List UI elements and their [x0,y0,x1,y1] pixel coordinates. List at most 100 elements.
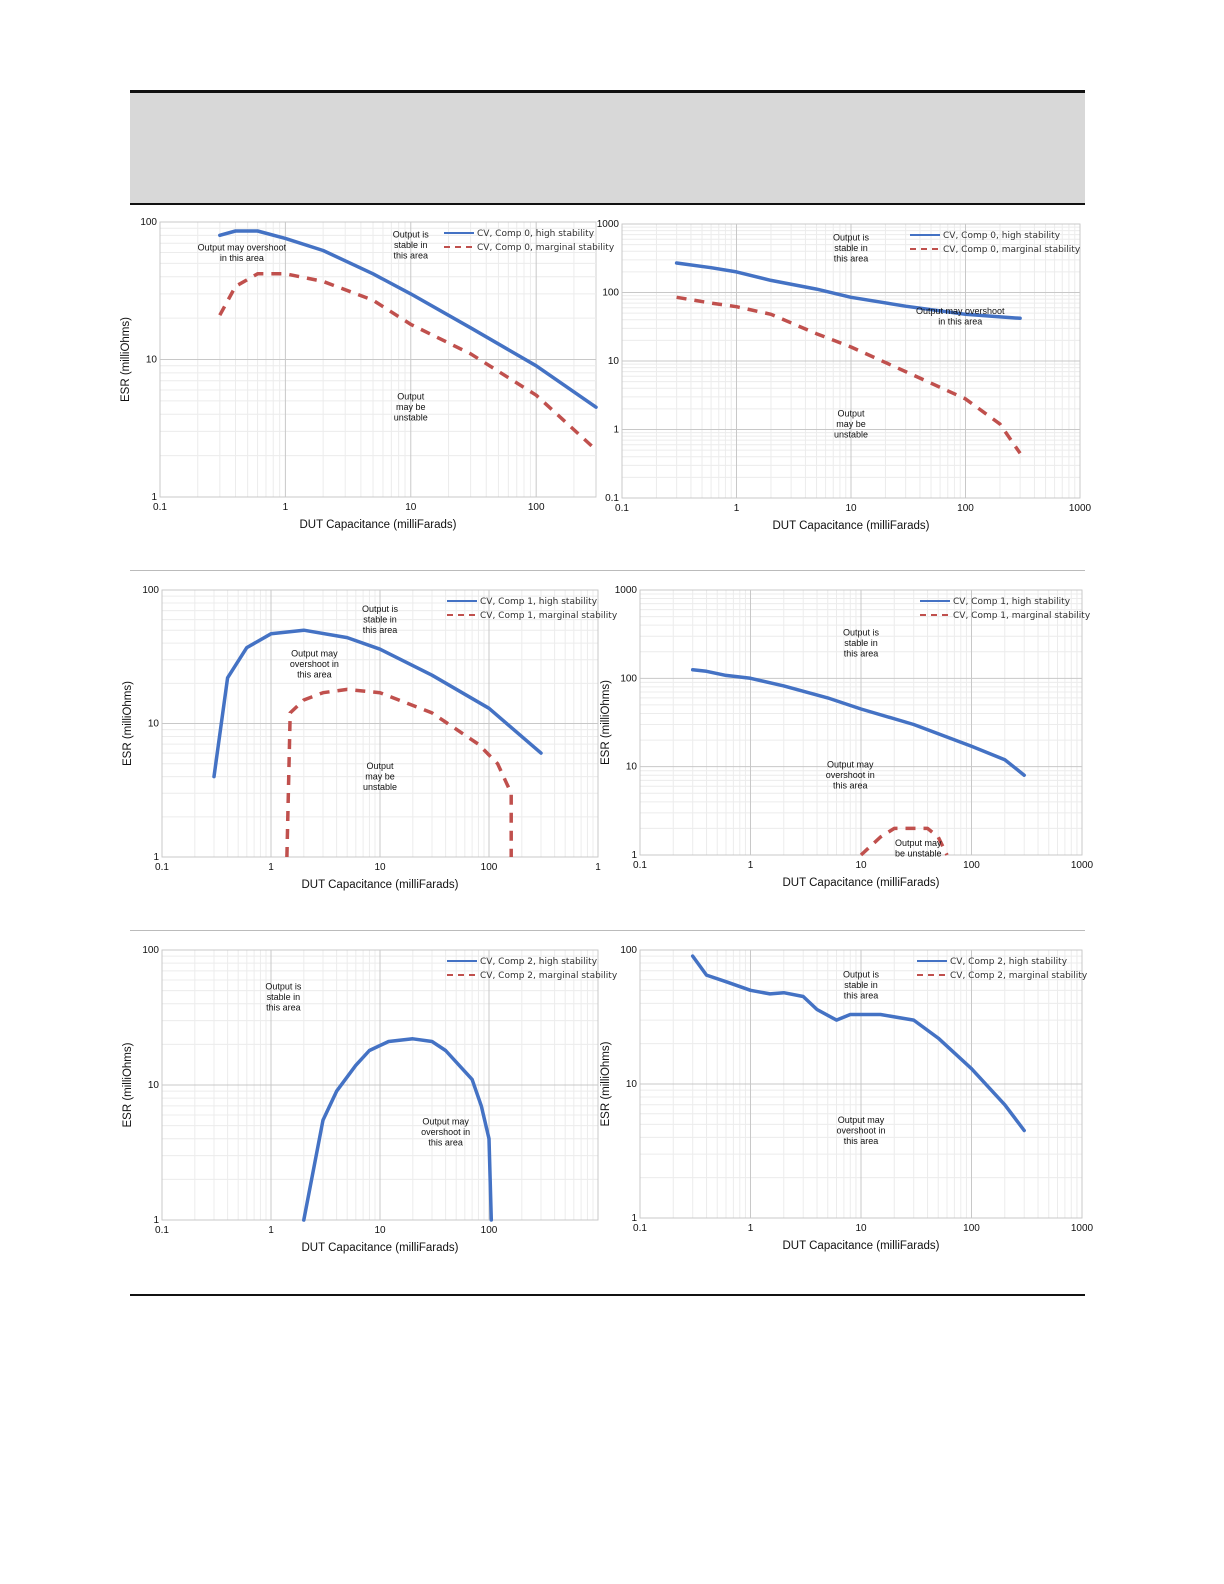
annotation-text: this area [297,669,332,679]
x-tick-label: 1 [748,860,754,871]
legend-label: CV, Comp 2, marginal stability [950,971,1088,981]
x-tick-label: 1 [595,862,601,873]
x-tick-label: 1000 [1069,503,1092,514]
y-tick-label: 1000 [615,585,638,596]
annotation-text: this area [844,990,879,1000]
annotation-text: overshoot in [290,659,339,669]
x-axis-title: DUT Capacitance (milliFarads) [302,1242,459,1254]
y-tick-label: 100 [620,673,637,684]
x-tick-label: 100 [481,1225,498,1236]
x-tick-label: 1000 [1071,860,1094,871]
y-tick-label: 1 [631,850,637,861]
series-line-1 [302,1037,494,1222]
y-tick-label: 10 [626,762,638,773]
y-tick-label: 100 [142,945,159,956]
legend-label: CV, Comp 2, high stability [480,957,598,967]
y-axis-title: ESR (milliOhms) [600,680,612,765]
annotation-text: Output is [843,628,880,638]
annotation-text: Output [837,409,865,419]
annotation-text: Output is [362,604,399,614]
annotation-text: this area [266,1002,301,1012]
x-tick-label: 100 [957,503,974,514]
annotation-text: in this area [220,253,264,263]
chart-2: 0.1 1 10 100 1000 0.1 1 10 100 1000 DUT Capacitanc… [597,219,1092,532]
x-tick-label: 1 [748,1223,754,1234]
legend-label: CV, Comp 0, marginal stability [943,245,1081,255]
series-line-2 [859,826,949,857]
series-line-1 [212,628,543,779]
y-tick-label: 0.1 [605,493,619,504]
y-axis-title: ESR (milliOhms) [120,317,132,402]
annotation-text: unstable [394,413,428,423]
x-tick-label: 1 [734,503,740,514]
annotation-text: this area [844,1136,879,1146]
x-tick-label: 100 [963,860,980,871]
annotation-text: in this area [938,317,982,327]
x-axis-title: DUT Capacitance (milliFarads) [302,879,459,891]
y-tick-label: 1000 [597,219,620,230]
series-line-2 [218,272,598,452]
annotation-text: stable in [844,980,878,990]
y-axis-title: ESR (milliOhms) [600,1041,612,1126]
x-tick-label: 0.1 [633,860,647,871]
y-tick-label: 1 [153,1215,159,1226]
bottom-rule [130,1294,1085,1296]
annotation-text: stable in [844,638,878,648]
annotation-text: unstable [363,782,397,792]
annotation-text: stable in [394,240,428,250]
annotation-text: may be [365,772,395,782]
annotation-text: may be [836,419,866,429]
annotation-text: stable in [363,615,397,625]
x-tick-label: 1000 [1071,1223,1094,1234]
annotation-text: Output may overshoot [916,306,1005,316]
annotation-text: Output [366,761,394,771]
annotation-text: be unstable [895,848,942,858]
y-axis-title: ESR (milliOhms) [122,1042,134,1127]
annotation-text: this area [844,649,879,659]
x-tick-label: 1 [283,502,289,513]
y-tick-label: 100 [620,945,637,956]
annotation-text: this area [834,253,869,263]
annotation-text: overshoot in [826,770,875,780]
legend-label: CV, Comp 2, high stability [950,957,1068,967]
y-tick-label: 10 [146,355,158,366]
annotation-text: stable in [834,243,868,253]
legend-label: CV, Comp 1, high stability [953,597,1071,607]
annotation-text: this area [363,625,398,635]
row-separator [130,570,1085,571]
series-line-1 [690,954,1026,1133]
x-tick-label: 10 [374,862,386,873]
y-tick-label: 10 [626,1079,638,1090]
x-tick-label: 10 [374,1225,386,1236]
legend-label: CV, Comp 0, high stability [477,229,595,239]
annotation-text: Output is [265,981,302,991]
annotation-text: Output may [422,1116,469,1126]
annotation-text: Output may [291,648,338,658]
x-tick-label: 0.1 [615,503,629,514]
legend-label: CV, Comp 0, high stability [943,231,1061,241]
header-band-bottom [130,136,1085,205]
x-tick-label: 100 [528,502,545,513]
annotation-text: stable in [267,992,301,1002]
x-tick-label: 100 [481,862,498,873]
annotation-text: Output is [393,230,430,240]
row-separator [130,930,1085,931]
annotation-text: this area [394,251,429,261]
y-tick-label: 10 [608,356,620,367]
y-tick-label: 100 [602,288,619,299]
legend-label: CV, Comp 2, marginal stability [480,971,618,981]
x-axis-title: DUT Capacitance (milliFarads) [773,520,930,532]
x-tick-label: 1 [268,1225,274,1236]
series-line-2 [676,295,1022,455]
y-tick-label: 100 [140,217,157,228]
y-tick-label: 10 [148,719,160,730]
x-tick-label: 1 [268,862,274,873]
annotation-text: overshoot in [836,1125,885,1135]
annotation-text: unstable [834,430,868,440]
annotation-text: may be [396,402,426,412]
